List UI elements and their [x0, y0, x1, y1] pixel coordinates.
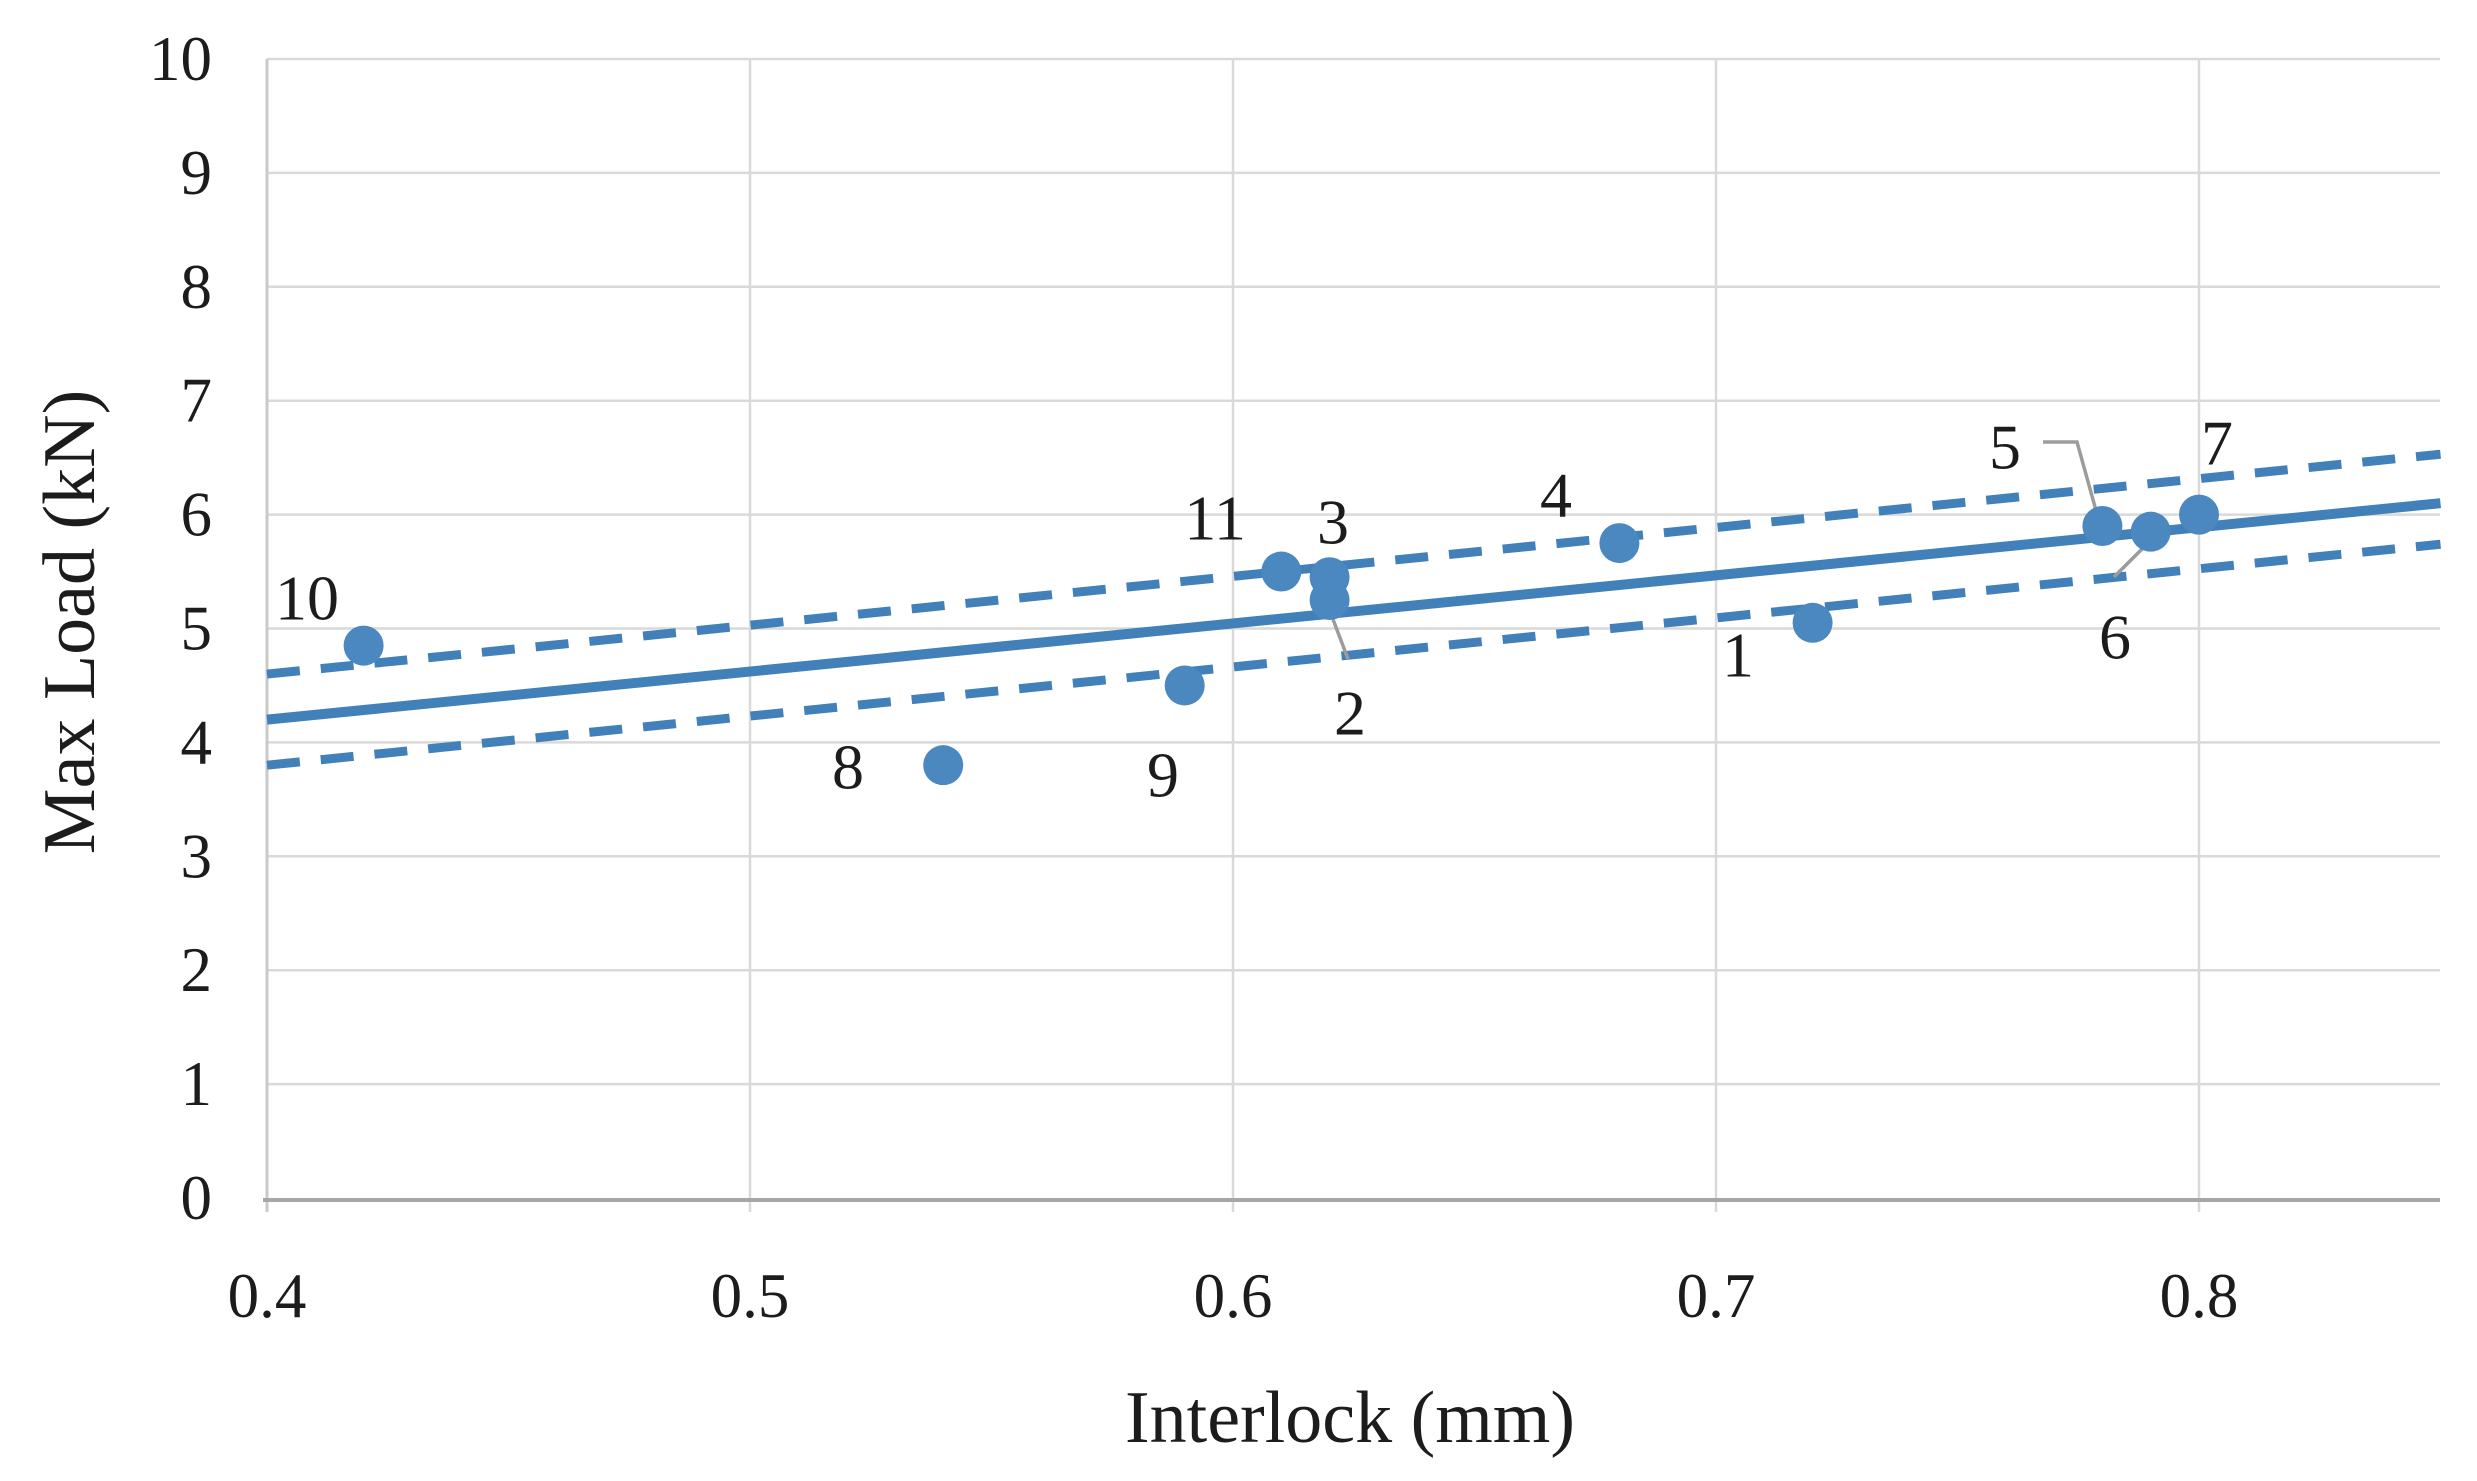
y-tick-label: 9: [181, 138, 213, 208]
y-tick-label: 0: [181, 1163, 213, 1233]
data-point-11: [1261, 551, 1302, 592]
linear-fit-line: [266, 498, 2441, 725]
y-tick-label: 3: [181, 821, 213, 891]
point-label-9: 9: [1147, 740, 1179, 811]
data-point-7: [2179, 494, 2219, 535]
x-tick-label: 0.4: [228, 1261, 307, 1331]
data-point-6: [2130, 511, 2171, 552]
tick-labels: 0.4 0.5 0.6 0.7 0.8 0 1 2 3 4 5 6 7 8 9 10: [149, 24, 2238, 1331]
y-tick-label: 6: [181, 480, 213, 550]
point-label-4: 4: [1540, 460, 1572, 531]
point-label-7: 7: [2201, 408, 2233, 479]
point-label-6: 6: [2099, 602, 2131, 673]
x-axis-title: Interlock (mm): [1125, 1377, 1575, 1459]
point-label-10: 10: [275, 563, 339, 634]
y-tick-label: 2: [181, 935, 213, 1005]
data-point-4: [1599, 523, 1640, 564]
data-point-5: [2082, 505, 2123, 546]
x-tick-label: 0.8: [2160, 1261, 2239, 1331]
data-point-10: [343, 625, 384, 666]
x-tick-label: 0.6: [1194, 1261, 1273, 1331]
point-label-2: 2: [1334, 678, 1366, 749]
point-label-1: 1: [1722, 620, 1754, 691]
leader-line-5: [2043, 440, 2099, 515]
y-tick-label: 4: [181, 707, 213, 777]
y-tick-label: 8: [181, 252, 213, 322]
data-points: [343, 494, 2219, 786]
gridlines: [267, 57, 2440, 1212]
y-axis-title: Max Load (kN): [29, 390, 111, 854]
point-label-3: 3: [1317, 487, 1349, 558]
upper-band-line: [266, 449, 2441, 679]
y-tick-label: 10: [149, 24, 212, 94]
trend-lines: [266, 449, 2441, 770]
leader-line-6: [2112, 542, 2149, 579]
data-point-9: [1164, 665, 1205, 706]
y-tick-label: 5: [181, 594, 213, 664]
x-tick-label: 0.7: [1677, 1261, 1756, 1331]
data-point-1: [1792, 602, 1833, 643]
data-point-8: [923, 745, 964, 786]
point-label-5: 5: [1989, 412, 2021, 483]
lower-band-line: [266, 539, 2441, 770]
data-point-3: [1309, 557, 1350, 598]
x-tick-label: 0.5: [711, 1261, 790, 1331]
axis-lines: [263, 59, 2440, 1212]
point-label-8: 8: [832, 732, 864, 803]
label-leader-lines: [1329, 440, 2149, 660]
point-labels: 1 2 3 4 5 6 7 8 9 10 11: [275, 408, 2233, 811]
y-tick-label: 1: [181, 1049, 213, 1119]
point-label-11: 11: [1184, 483, 1246, 554]
y-tick-label: 7: [181, 366, 213, 436]
leader-line-2: [1329, 613, 1350, 660]
